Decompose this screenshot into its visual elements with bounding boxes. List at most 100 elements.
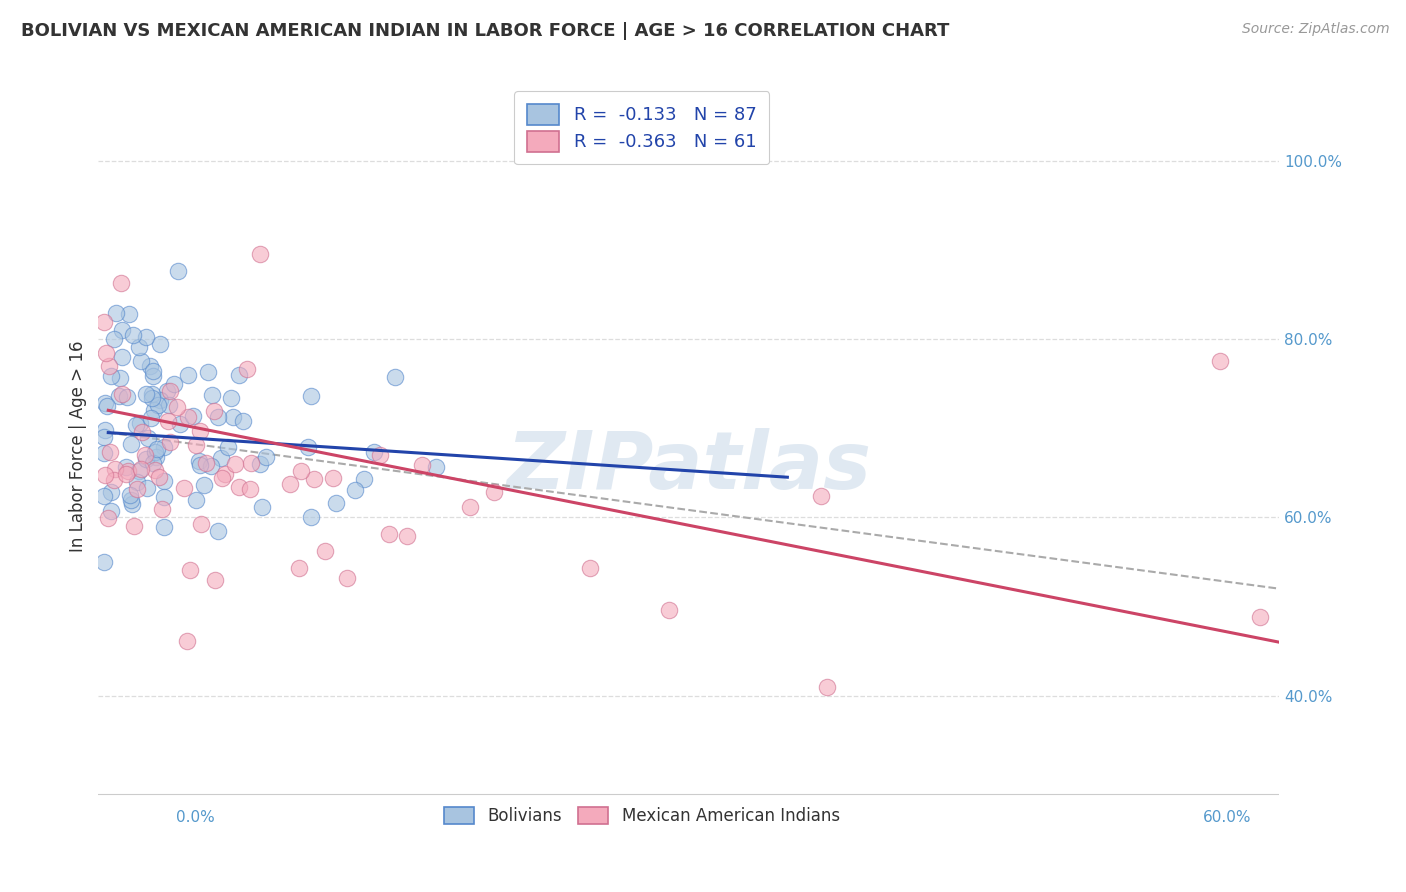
Point [136, 481, 159, 495]
Text: Source: ZipAtlas.com: Source: ZipAtlas.com [1241, 22, 1389, 37]
Point [115, 460, 138, 475]
Point [344, 483, 367, 498]
Point [207, 409, 229, 424]
Point [104, 462, 127, 476]
Point [254, 450, 277, 464]
Point [128, 464, 150, 478]
Point [111, 323, 134, 337]
Point [111, 387, 134, 401]
Point [188, 454, 211, 468]
Point [179, 563, 201, 577]
Point [153, 440, 176, 454]
Point [810, 489, 832, 503]
Point [149, 393, 172, 408]
Point [194, 456, 217, 470]
Point [143, 445, 166, 459]
Point [176, 368, 198, 382]
Point [290, 464, 312, 478]
Point [117, 307, 139, 321]
Text: BOLIVIAN VS MEXICAN AMERICAN INDIAN IN LABOR FORCE | AGE > 16 CORRELATION CHART: BOLIVIAN VS MEXICAN AMERICAN INDIAN IN L… [21, 22, 949, 40]
Point [145, 450, 167, 464]
Point [148, 398, 170, 412]
Point [209, 450, 232, 465]
Point [100, 369, 122, 384]
Point [163, 376, 186, 391]
Point [197, 365, 219, 379]
Point [100, 504, 122, 518]
Point [322, 471, 344, 485]
Point [482, 484, 505, 499]
Point [157, 414, 180, 428]
Point [98, 359, 121, 373]
Point [368, 448, 391, 462]
Point [120, 488, 142, 502]
Point [169, 417, 191, 432]
Point [128, 417, 150, 431]
Point [156, 384, 179, 398]
Point [94, 396, 117, 410]
Point [219, 391, 242, 405]
Point [110, 276, 132, 290]
Point [815, 680, 838, 694]
Point [153, 490, 176, 504]
Point [120, 493, 142, 508]
Point [121, 497, 143, 511]
Point [135, 330, 157, 344]
Point [314, 544, 336, 558]
Point [125, 417, 148, 432]
Point [579, 560, 602, 574]
Point [98, 445, 121, 459]
Point [658, 603, 681, 617]
Point [176, 410, 198, 425]
Point [153, 475, 176, 489]
Text: ZIPatlas: ZIPatlas [506, 428, 872, 507]
Point [186, 492, 208, 507]
Point [202, 403, 225, 417]
Point [173, 481, 195, 495]
Point [141, 391, 163, 405]
Point [93, 555, 115, 569]
Point [239, 457, 262, 471]
Point [297, 440, 319, 454]
Point [138, 359, 160, 373]
Point [280, 476, 302, 491]
Point [201, 388, 224, 402]
Point [93, 430, 115, 444]
Point [105, 306, 128, 320]
Point [142, 364, 165, 378]
Legend: Bolivians, Mexican American Indians: Bolivians, Mexican American Indians [436, 799, 848, 834]
Point [1249, 610, 1271, 624]
Point [228, 368, 250, 383]
Point [108, 371, 131, 385]
Point [200, 458, 222, 473]
Point [125, 475, 148, 490]
Point [142, 456, 165, 470]
Point [249, 247, 271, 261]
Point [204, 573, 226, 587]
Point [239, 482, 262, 496]
Point [214, 467, 236, 481]
Point [110, 351, 132, 365]
Point [211, 471, 233, 485]
Point [142, 369, 165, 384]
Point [236, 362, 259, 376]
Point [336, 570, 359, 584]
Point [157, 399, 180, 413]
Point [250, 500, 273, 514]
Point [129, 354, 152, 368]
Point [249, 457, 271, 471]
Point [135, 386, 157, 401]
Point [134, 448, 156, 462]
Point [93, 445, 115, 459]
Point [128, 340, 150, 354]
Point [136, 431, 159, 445]
Point [396, 529, 419, 543]
Point [94, 423, 117, 437]
Point [103, 332, 125, 346]
Point [107, 389, 129, 403]
Point [122, 328, 145, 343]
Point [115, 467, 138, 481]
Point [127, 482, 149, 496]
Point [150, 501, 173, 516]
Point [159, 384, 181, 399]
